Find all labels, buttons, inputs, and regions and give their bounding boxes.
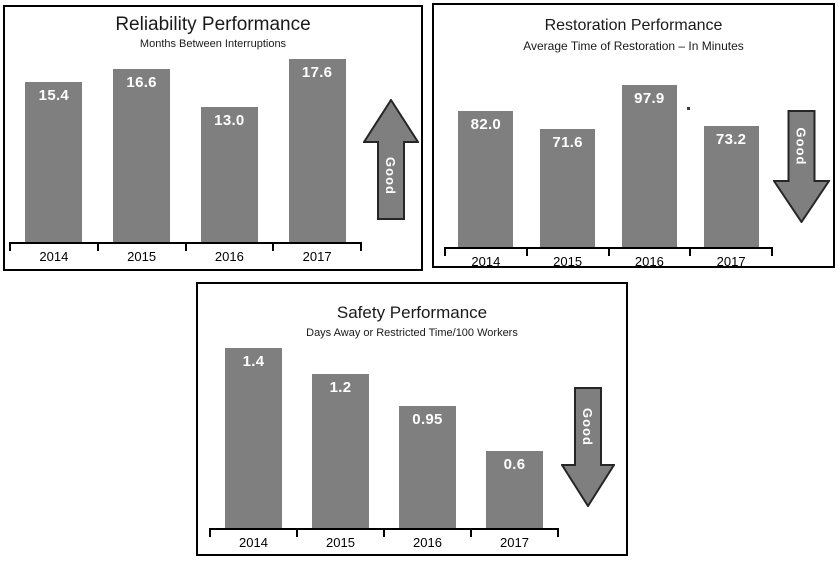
- good-arrow-shape: Good: [772, 110, 831, 224]
- axis-tick-label: 2016: [634, 254, 664, 269]
- axis-tick: [525, 247, 528, 256]
- bar-value-label: 15.4: [38, 87, 70, 104]
- chart-title: Safety Performance: [336, 303, 488, 322]
- axis-tick: [9, 242, 11, 251]
- bar-value-label: 17.6: [301, 64, 333, 81]
- axis-tick-label: 2014: [471, 254, 501, 269]
- bar-slot: 15.4: [10, 7, 98, 242]
- good-arrow-shape: Good: [560, 387, 616, 508]
- chart-subtitle: Days Away or Restricted Time/100 Workers: [306, 327, 518, 339]
- good-arrow-label: Good: [580, 408, 595, 446]
- good-arrow-label: Good: [383, 157, 398, 195]
- bar-slot: 73.2: [690, 5, 772, 247]
- axis-tick: [444, 247, 446, 256]
- bar-slot: 0.95: [384, 284, 471, 528]
- safety-chart-panel: Safety Performance Days Away or Restrict…: [196, 282, 628, 556]
- bar-2014: 82.0: [458, 111, 514, 247]
- bar-value-label: 1.4: [242, 353, 265, 370]
- axis-tick: [689, 247, 692, 256]
- bar-slot: 1.2: [297, 284, 384, 528]
- bar-2016: 0.95: [399, 406, 456, 528]
- bar-2014: 1.4: [225, 348, 282, 528]
- bar-2015: 1.2: [312, 374, 369, 528]
- axis-tick-label: 2016: [214, 249, 244, 264]
- bar-slot: 82.0: [445, 5, 527, 247]
- bar-slot: 17.6: [273, 7, 361, 242]
- axis-tick: [296, 528, 298, 537]
- bar-slot: 1.4: [210, 284, 297, 528]
- plot-area: 15.4 16.6 13.0 17.6 2014 2015 2016 2017: [9, 7, 362, 264]
- chart-subtitle: Months Between Interruptions: [139, 38, 287, 50]
- axis-tick: [607, 247, 610, 256]
- axis-tick: [360, 242, 362, 251]
- axis-tick: [209, 528, 211, 537]
- chart-title: Restoration Performance: [544, 17, 723, 34]
- bar-slot: 0.6: [471, 284, 558, 528]
- bar-2017: 17.6: [288, 59, 346, 242]
- reliability-chart-panel: Reliability Performance Months Between I…: [3, 5, 423, 271]
- axis-tick-label: 2015: [553, 254, 583, 269]
- bar-value-label: 0.6: [503, 456, 526, 473]
- restoration-chart-panel: Restoration Performance Average Time of …: [432, 3, 835, 269]
- bar-2017: 73.2: [703, 126, 759, 247]
- bar-value-label: 1.2: [329, 379, 352, 396]
- bar-2016: 13.0: [200, 107, 258, 242]
- bar-value-label: 13.0: [214, 112, 245, 129]
- axis-tick: [184, 242, 187, 251]
- axis-tick: [272, 242, 275, 251]
- bar-slot: 13.0: [186, 7, 274, 242]
- bar-value-label: 71.6: [552, 134, 583, 151]
- bar-value-label: 0.95: [412, 411, 443, 428]
- axis-tick: [383, 528, 385, 537]
- plot-area: 1.4 1.2 0.95 0.6 2014 2015 2016 2017: [209, 284, 559, 550]
- x-axis-labels: 2014 2015 2016 2017: [210, 535, 558, 550]
- bar-slot: 71.6: [527, 5, 609, 247]
- bar-2015: 16.6: [113, 69, 171, 242]
- bar-value-label: 82.0: [470, 116, 502, 133]
- good-arrow-shape: Good: [362, 98, 420, 220]
- chart-subtitle: Average Time of Restoration – In Minutes: [523, 39, 744, 53]
- axis-tick-label: 2016: [413, 535, 442, 550]
- bar-slot: 97.9: [609, 5, 691, 247]
- bar-2014: 15.4: [25, 82, 83, 242]
- axis-tick-label: 2017: [302, 249, 332, 264]
- bar-value-label: 73.2: [715, 131, 747, 148]
- good-arrow-up-icon: Good: [362, 98, 420, 220]
- axis-tick-label: 2015: [326, 535, 355, 550]
- axis-tick-label: 2015: [127, 249, 157, 264]
- bar-2015: 71.6: [540, 129, 596, 247]
- plot-area: 82.0 71.6 97.9 73.2 2014 2015 2016 2017: [444, 5, 773, 269]
- x-axis-labels: 2014 2015 2016 2017: [445, 254, 772, 269]
- bar-slot: 16.6: [98, 7, 186, 242]
- bar-value-label: 16.6: [126, 74, 157, 91]
- bar-2016: 97.9: [621, 85, 677, 247]
- bar-2017: 0.6: [486, 451, 543, 528]
- stray-dot-annotation: [687, 107, 690, 110]
- chart-title: Reliability Performance: [115, 14, 311, 35]
- axis-tick-label: 2014: [39, 249, 69, 264]
- axis-tick-label: 2017: [500, 535, 529, 550]
- axis-tick: [771, 247, 773, 256]
- good-arrow-down-icon: Good: [560, 387, 616, 508]
- axis-tick-label: 2014: [239, 535, 268, 550]
- axis-tick: [470, 528, 472, 537]
- axis-tick-label: 2017: [716, 254, 746, 269]
- bar-value-label: 97.9: [634, 90, 665, 107]
- good-arrow-down-icon: Good: [772, 110, 831, 224]
- x-axis-labels: 2014 2015 2016 2017: [10, 249, 361, 264]
- good-arrow-label: Good: [794, 128, 809, 166]
- axis-tick: [557, 528, 559, 537]
- axis-tick: [96, 242, 99, 251]
